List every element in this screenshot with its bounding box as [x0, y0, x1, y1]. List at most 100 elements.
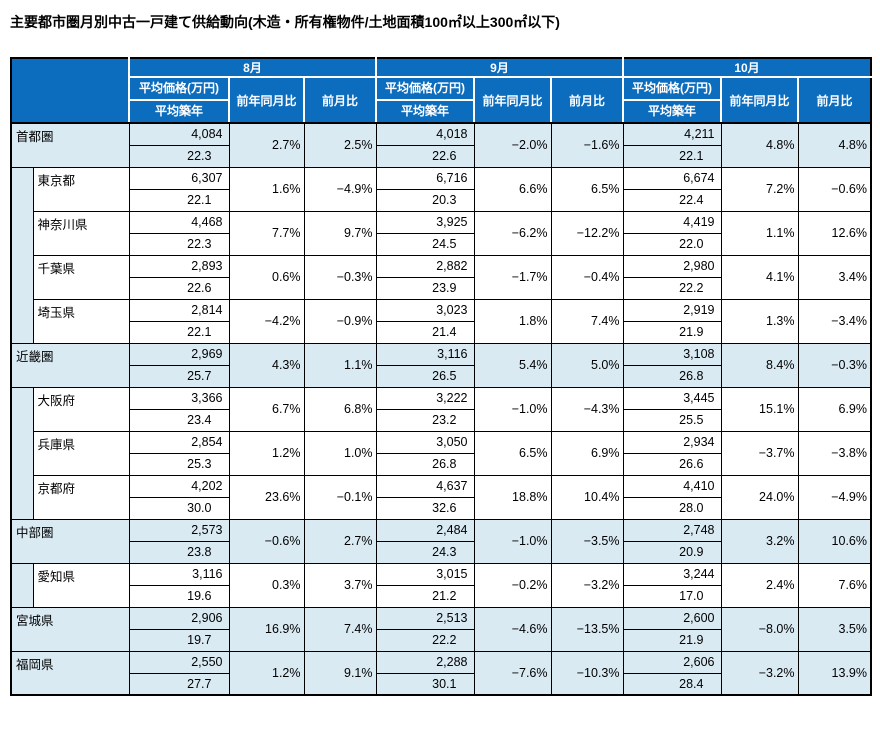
avg-building-age-cell: 21.9: [622, 320, 722, 344]
mom-change-cell: 7.6%: [797, 562, 872, 608]
avg-building-age-cell: 19.7: [128, 628, 230, 652]
yoy-change-cell: 4.3%: [228, 342, 305, 388]
row-label-prefecture: 兵庫県: [32, 430, 130, 476]
avg-building-age-cell: 21.4: [375, 320, 475, 344]
row-label-prefecture: 東京都: [32, 166, 130, 212]
mom-change-cell: −0.3%: [797, 342, 872, 388]
avg-building-age-cell: 24.5: [375, 232, 475, 256]
row-label-prefecture: 神奈川県: [32, 210, 130, 256]
avg-building-age-cell: 32.6: [375, 496, 475, 520]
avg-price-cell: 2,748: [622, 518, 722, 542]
yoy-change-cell: 1.3%: [720, 298, 799, 344]
region-indent-strip: [10, 386, 34, 520]
mom-change-cell: 7.4%: [303, 606, 377, 652]
supply-trend-table: 8月 9月 10月 平均価格(万円) 平均築年 前年同月比 前月比 平均価格(万…: [10, 57, 872, 696]
mom-change-cell: 5.0%: [550, 342, 624, 388]
avg-price-cell: 3,050: [375, 430, 475, 454]
avg-building-age-cell: 22.1: [128, 188, 230, 212]
yoy-change-cell: −4.2%: [228, 298, 305, 344]
mom-change-cell: 9.7%: [303, 210, 377, 256]
yoy-change-cell: −1.0%: [473, 386, 552, 432]
avg-price-cell: 2,893: [128, 254, 230, 278]
yoy-change-cell: 16.9%: [228, 606, 305, 652]
avg-building-age-cell: 28.0: [622, 496, 722, 520]
mom-change-cell: −0.6%: [797, 166, 872, 212]
avg-building-age-cell: 27.7: [128, 672, 230, 696]
yoy-change-cell: 3.2%: [720, 518, 799, 564]
mom-change-cell: 6.8%: [303, 386, 377, 432]
mom-change-cell: −1.6%: [550, 122, 624, 168]
avg-building-age-cell: 23.9: [375, 276, 475, 300]
yoy-change-cell: 2.4%: [720, 562, 799, 608]
row-label-prefecture: 大阪府: [32, 386, 130, 432]
avg-building-age-cell: 17.0: [622, 584, 722, 608]
mom-change-cell: 3.5%: [797, 606, 872, 652]
subheader-age-label: 平均築年: [647, 104, 696, 118]
yoy-change-cell: 8.4%: [720, 342, 799, 388]
yoy-change-cell: 1.6%: [228, 166, 305, 212]
row-label-prefecture: 千葉県: [32, 254, 130, 300]
mom-change-cell: 1.0%: [303, 430, 377, 476]
yoy-change-cell: −7.6%: [473, 650, 552, 696]
subheader-mom-sep: 前月比: [550, 76, 624, 124]
avg-price-cell: 6,716: [375, 166, 475, 190]
subheader-mom-oct: 前月比: [797, 76, 872, 124]
yoy-change-cell: 4.1%: [720, 254, 799, 300]
avg-building-age-cell: 20.9: [622, 540, 722, 564]
yoy-change-cell: −1.7%: [473, 254, 552, 300]
yoy-change-cell: −4.6%: [473, 606, 552, 652]
mom-change-cell: 6.9%: [797, 386, 872, 432]
mom-change-cell: −13.5%: [550, 606, 624, 652]
yoy-change-cell: 24.0%: [720, 474, 799, 520]
yoy-change-cell: −3.7%: [720, 430, 799, 476]
row-label-region: 宮城県: [10, 606, 130, 652]
yoy-change-cell: −1.0%: [473, 518, 552, 564]
avg-building-age-cell: 22.0: [622, 232, 722, 256]
yoy-change-cell: 1.2%: [228, 430, 305, 476]
yoy-change-cell: 18.8%: [473, 474, 552, 520]
mom-change-cell: 9.1%: [303, 650, 377, 696]
mom-change-cell: −12.2%: [550, 210, 624, 256]
avg-price-cell: 4,202: [128, 474, 230, 498]
subheader-age-label: 平均築年: [400, 104, 449, 118]
avg-price-cell: 2,854: [128, 430, 230, 454]
avg-price-cell: 4,211: [622, 122, 722, 146]
subheader-mom-aug: 前月比: [303, 76, 377, 124]
avg-price-cell: 2,600: [622, 606, 722, 630]
yoy-change-cell: −6.2%: [473, 210, 552, 256]
yoy-change-cell: −2.0%: [473, 122, 552, 168]
avg-building-age-cell: 26.8: [375, 452, 475, 476]
avg-price-cell: 2,882: [375, 254, 475, 278]
mom-change-cell: 12.6%: [797, 210, 872, 256]
avg-building-age-cell: 23.2: [375, 408, 475, 432]
avg-price-cell: 2,919: [622, 298, 722, 322]
avg-building-age-cell: 28.4: [622, 672, 722, 696]
mom-change-cell: −3.4%: [797, 298, 872, 344]
mom-change-cell: 10.6%: [797, 518, 872, 564]
yoy-change-cell: −8.0%: [720, 606, 799, 652]
mom-change-cell: 3.7%: [303, 562, 377, 608]
avg-building-age-cell: 22.6: [128, 276, 230, 300]
avg-building-age-cell: 26.8: [622, 364, 722, 388]
avg-price-cell: 2,934: [622, 430, 722, 454]
yoy-change-cell: 23.6%: [228, 474, 305, 520]
avg-price-cell: 3,445: [622, 386, 722, 410]
subheader-age-label: 平均築年: [154, 104, 203, 118]
avg-price-cell: 3,116: [128, 562, 230, 586]
avg-price-cell: 3,244: [622, 562, 722, 586]
avg-price-cell: 2,969: [128, 342, 230, 366]
avg-building-age-cell: 19.6: [128, 584, 230, 608]
avg-building-age-cell: 23.4: [128, 408, 230, 432]
mom-change-cell: 2.5%: [303, 122, 377, 168]
mom-change-cell: −4.9%: [303, 166, 377, 212]
subheader-yoy-oct: 前年同月比: [720, 76, 799, 124]
yoy-change-cell: 15.1%: [720, 386, 799, 432]
avg-price-cell: 6,307: [128, 166, 230, 190]
avg-building-age-cell: 26.5: [375, 364, 475, 388]
row-label-prefecture: 埼玉県: [32, 298, 130, 344]
avg-building-age-cell: 22.1: [622, 144, 722, 168]
row-label-region: 中部圏: [10, 518, 130, 564]
avg-price-cell: 4,637: [375, 474, 475, 498]
mom-change-cell: 10.4%: [550, 474, 624, 520]
yoy-change-cell: −0.6%: [228, 518, 305, 564]
